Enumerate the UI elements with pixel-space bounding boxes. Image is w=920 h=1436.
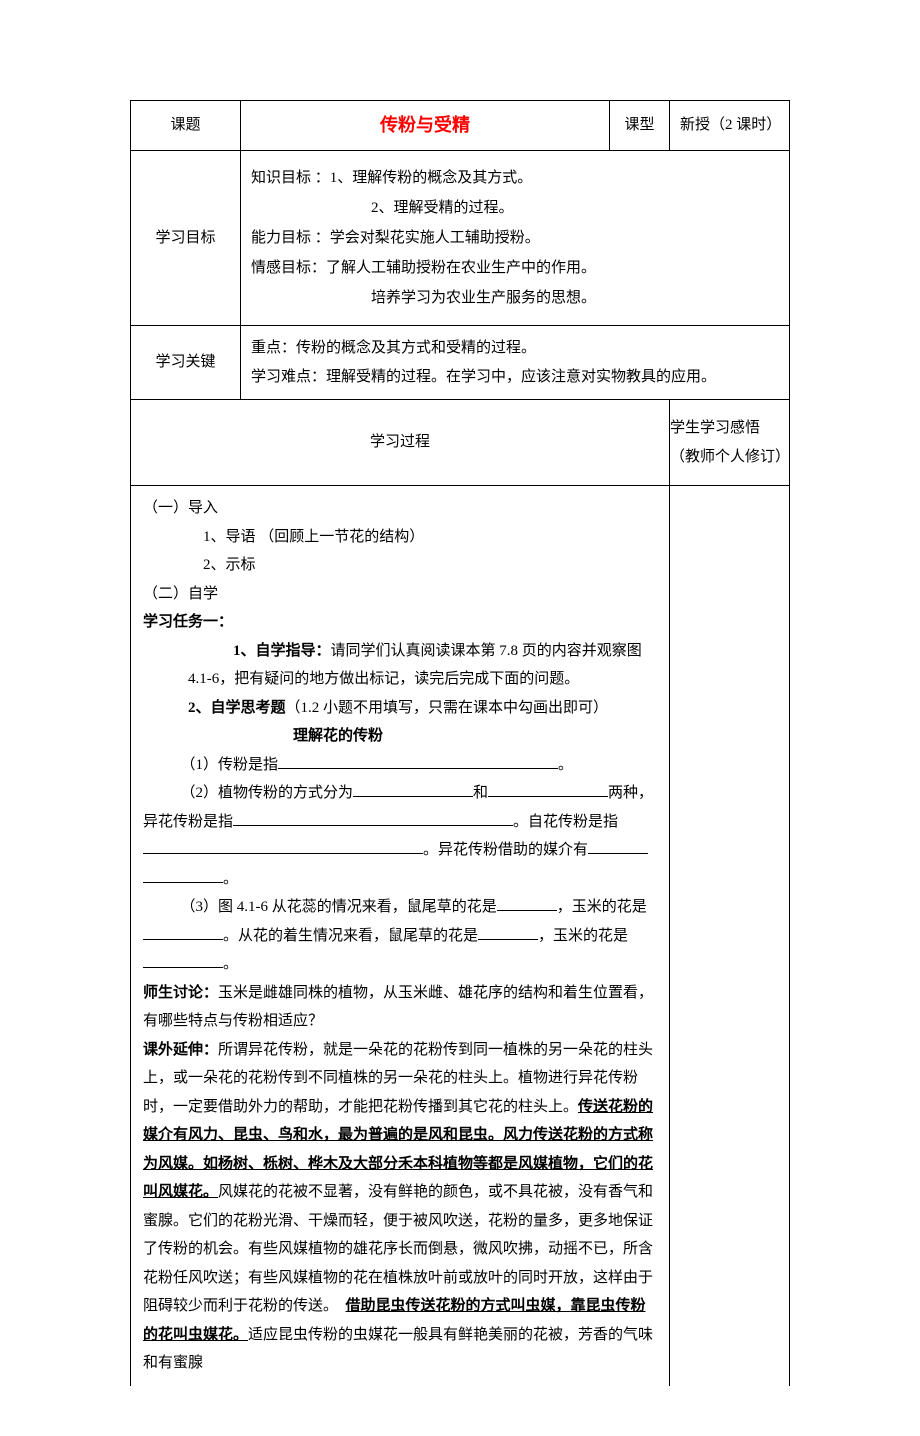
- q1-suffix: 。: [558, 757, 573, 773]
- q2c-blank2: [588, 836, 648, 854]
- q2-blank1: [353, 779, 473, 797]
- key-difficulty: 学习难点：理解受精的过程。在学习中，应该注意对实物教具的应用。: [251, 363, 779, 392]
- emotion-goal-row: 情感目标：了解人工辅助授粉在农业生产中的作用。: [251, 253, 779, 283]
- q3-prefix: （3）图 4.1-6 从花蕊的情况来看，鼠尾草的花是: [188, 899, 497, 915]
- key-focus: 重点：传粉的概念及其方式和受精的过程。: [251, 334, 779, 363]
- section-1-1: 1、导语 （回顾上一节花的结构）: [143, 523, 657, 552]
- think-label: 2、自学思考题: [188, 700, 286, 716]
- q2b-row: 异花传粉是指 。自花传粉是指: [143, 808, 657, 837]
- q1-blank: [278, 751, 558, 769]
- emotion-1: 了解人工辅助授粉在农业生产中的作用。: [326, 260, 596, 276]
- q3-blank3: [478, 922, 538, 940]
- knowledge-label: 知识目标 ：: [251, 170, 330, 186]
- q2c-row: 。异花传粉借助的媒介有: [143, 836, 657, 865]
- section-2: （二）自学: [143, 580, 657, 609]
- revision-content-cell: [670, 486, 790, 1386]
- q2-suffix: 两种，: [608, 785, 653, 801]
- subtitle: 理解花的传粉: [143, 722, 657, 751]
- q2b-prefix: 异花传粉是指: [143, 814, 233, 830]
- discuss-text: 玉米是雌雄同株的植物，从玉米雌、雄花序的结构和着生位置看，有哪些特点与传粉相适应…: [143, 985, 653, 1030]
- q2-blank2: [488, 779, 608, 797]
- ability-1: 学会对梨花实施人工辅助授粉。: [330, 230, 540, 246]
- extend-text2: 风媒花的花被不显著，没有鲜艳的颜色，或不具花被，没有香气和蜜腺。它们的花粉光滑、…: [143, 1184, 653, 1314]
- section-1: （一）导入: [143, 494, 657, 523]
- task-1: 学习任务一：: [143, 608, 657, 637]
- think-row: 2、自学思考题（1.2 小题不用填写，只需在课本中勾画出即可）: [143, 694, 657, 723]
- ability-goal-row: 能力目标 ：学会对梨花实施人工辅助授粉。: [251, 223, 779, 253]
- guide-row: 1、自学指导：请同学们认真阅读课本第 7.8 页的内容并观察图4.1-6，把有疑…: [143, 637, 657, 694]
- lesson-plan-table: 课题 传粉与受精 课型 新授（2 课时） 学习目标 知识目标 ：1、理解传粉的概…: [130, 100, 790, 1386]
- topic-label-cell: 课题: [131, 101, 241, 151]
- q2c-suffix: 。: [223, 871, 238, 887]
- emotion-2: 培养学习为农业生产服务的思想。: [251, 283, 779, 313]
- extend-row: 课外延伸：所谓异花传粉，就是一朵花的花粉传到同一植株的另一朵花的柱头上，或一朵花…: [143, 1036, 657, 1378]
- process-header: 学习过程: [370, 434, 430, 450]
- q3-blank1: [497, 893, 557, 911]
- q2-prefix: （2）植物传粉的方式分为: [188, 785, 353, 801]
- extend-text1: 所谓异花传粉，就是一朵花的花粉传到同一植株的另一朵花的柱头上，或一朵花的花粉传到…: [143, 1042, 653, 1115]
- goals-label-cell: 学习目标: [131, 151, 241, 326]
- emotion-label: 情感目标：: [251, 260, 326, 276]
- key-label-cell: 学习关键: [131, 326, 241, 400]
- q3-mid1: ，玉米的花是: [557, 899, 647, 915]
- extend-label: 课外延伸：: [143, 1042, 218, 1058]
- q1-prefix: （1）传粉是指: [188, 757, 278, 773]
- knowledge-1: 1、理解传粉的概念及其方式。: [330, 170, 533, 186]
- key-content-cell: 重点：传粉的概念及其方式和受精的过程。 学习难点：理解受精的过程。在学习中，应该…: [241, 326, 790, 400]
- discuss-row: 师生讨论：玉米是雌雄同株的植物，从玉米雌、雄花序的结构和着生位置看，有哪些特点与…: [143, 979, 657, 1036]
- section-1-2: 2、示标: [143, 551, 657, 580]
- q3-blank4: [143, 950, 223, 968]
- q3-suffix: 。: [223, 956, 238, 972]
- q3-blank2: [143, 922, 223, 940]
- q3-mid2: 。从花的着生情况来看，鼠尾草的花是: [223, 928, 478, 944]
- q2c-blank1: [143, 836, 423, 854]
- type-label-cell: 课型: [610, 101, 670, 151]
- q2b-blank: [233, 808, 513, 826]
- title-cell: 传粉与受精: [241, 101, 610, 151]
- guide-label: 1、自学指导：: [233, 643, 331, 659]
- main-content-cell: （一）导入 1、导语 （回顾上一节花的结构） 2、示标 （二）自学 学习任务一：…: [131, 486, 670, 1386]
- type-value-cell: 新授（2 课时）: [670, 101, 790, 151]
- ability-label: 能力目标 ：: [251, 230, 330, 246]
- type-value: 新授（2 课时）: [680, 117, 781, 133]
- key-label: 学习关键: [155, 354, 215, 370]
- q2-row: （2）植物传粉的方式分为 和 两种，: [143, 779, 657, 808]
- q3-mid3: ，玉米的花是: [538, 928, 628, 944]
- goals-content-cell: 知识目标 ：1、理解传粉的概念及其方式。 2、理解受精的过程。 能力目标 ：学会…: [241, 151, 790, 326]
- q2c-row2: 。: [143, 865, 657, 894]
- knowledge-goal-row: 知识目标 ：1、理解传粉的概念及其方式。: [251, 163, 779, 193]
- topic-label: 课题: [170, 117, 200, 133]
- revision-header-cell: 学生学习感悟（教师个人修订）: [670, 400, 790, 486]
- q2c-blank3: [143, 865, 223, 883]
- goals-label: 学习目标: [155, 230, 215, 246]
- revision-header: 学生学习感悟（教师个人修订）: [670, 420, 790, 465]
- type-label: 课型: [624, 117, 654, 133]
- q2c-mid: 。异花传粉借助的媒介有: [423, 842, 588, 858]
- think-note: （1.2 小题不用填写，只需在课本中勾画出即可）: [286, 700, 609, 716]
- lesson-title: 传粉与受精: [380, 115, 470, 135]
- process-header-cell: 学习过程: [131, 400, 670, 486]
- q1-row: （1）传粉是指 。: [143, 751, 657, 780]
- q3-row: （3）图 4.1-6 从花蕊的情况来看，鼠尾草的花是，玉米的花是。从花的着生情况…: [143, 893, 657, 979]
- knowledge-2: 2、理解受精的过程。: [251, 193, 779, 223]
- q2-mid: 和: [473, 785, 488, 801]
- q2b-mid: 。自花传粉是指: [513, 814, 618, 830]
- discuss-label: 师生讨论：: [143, 985, 218, 1001]
